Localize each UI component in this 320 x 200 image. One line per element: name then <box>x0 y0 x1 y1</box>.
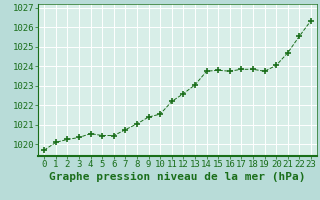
X-axis label: Graphe pression niveau de la mer (hPa): Graphe pression niveau de la mer (hPa) <box>49 172 306 182</box>
